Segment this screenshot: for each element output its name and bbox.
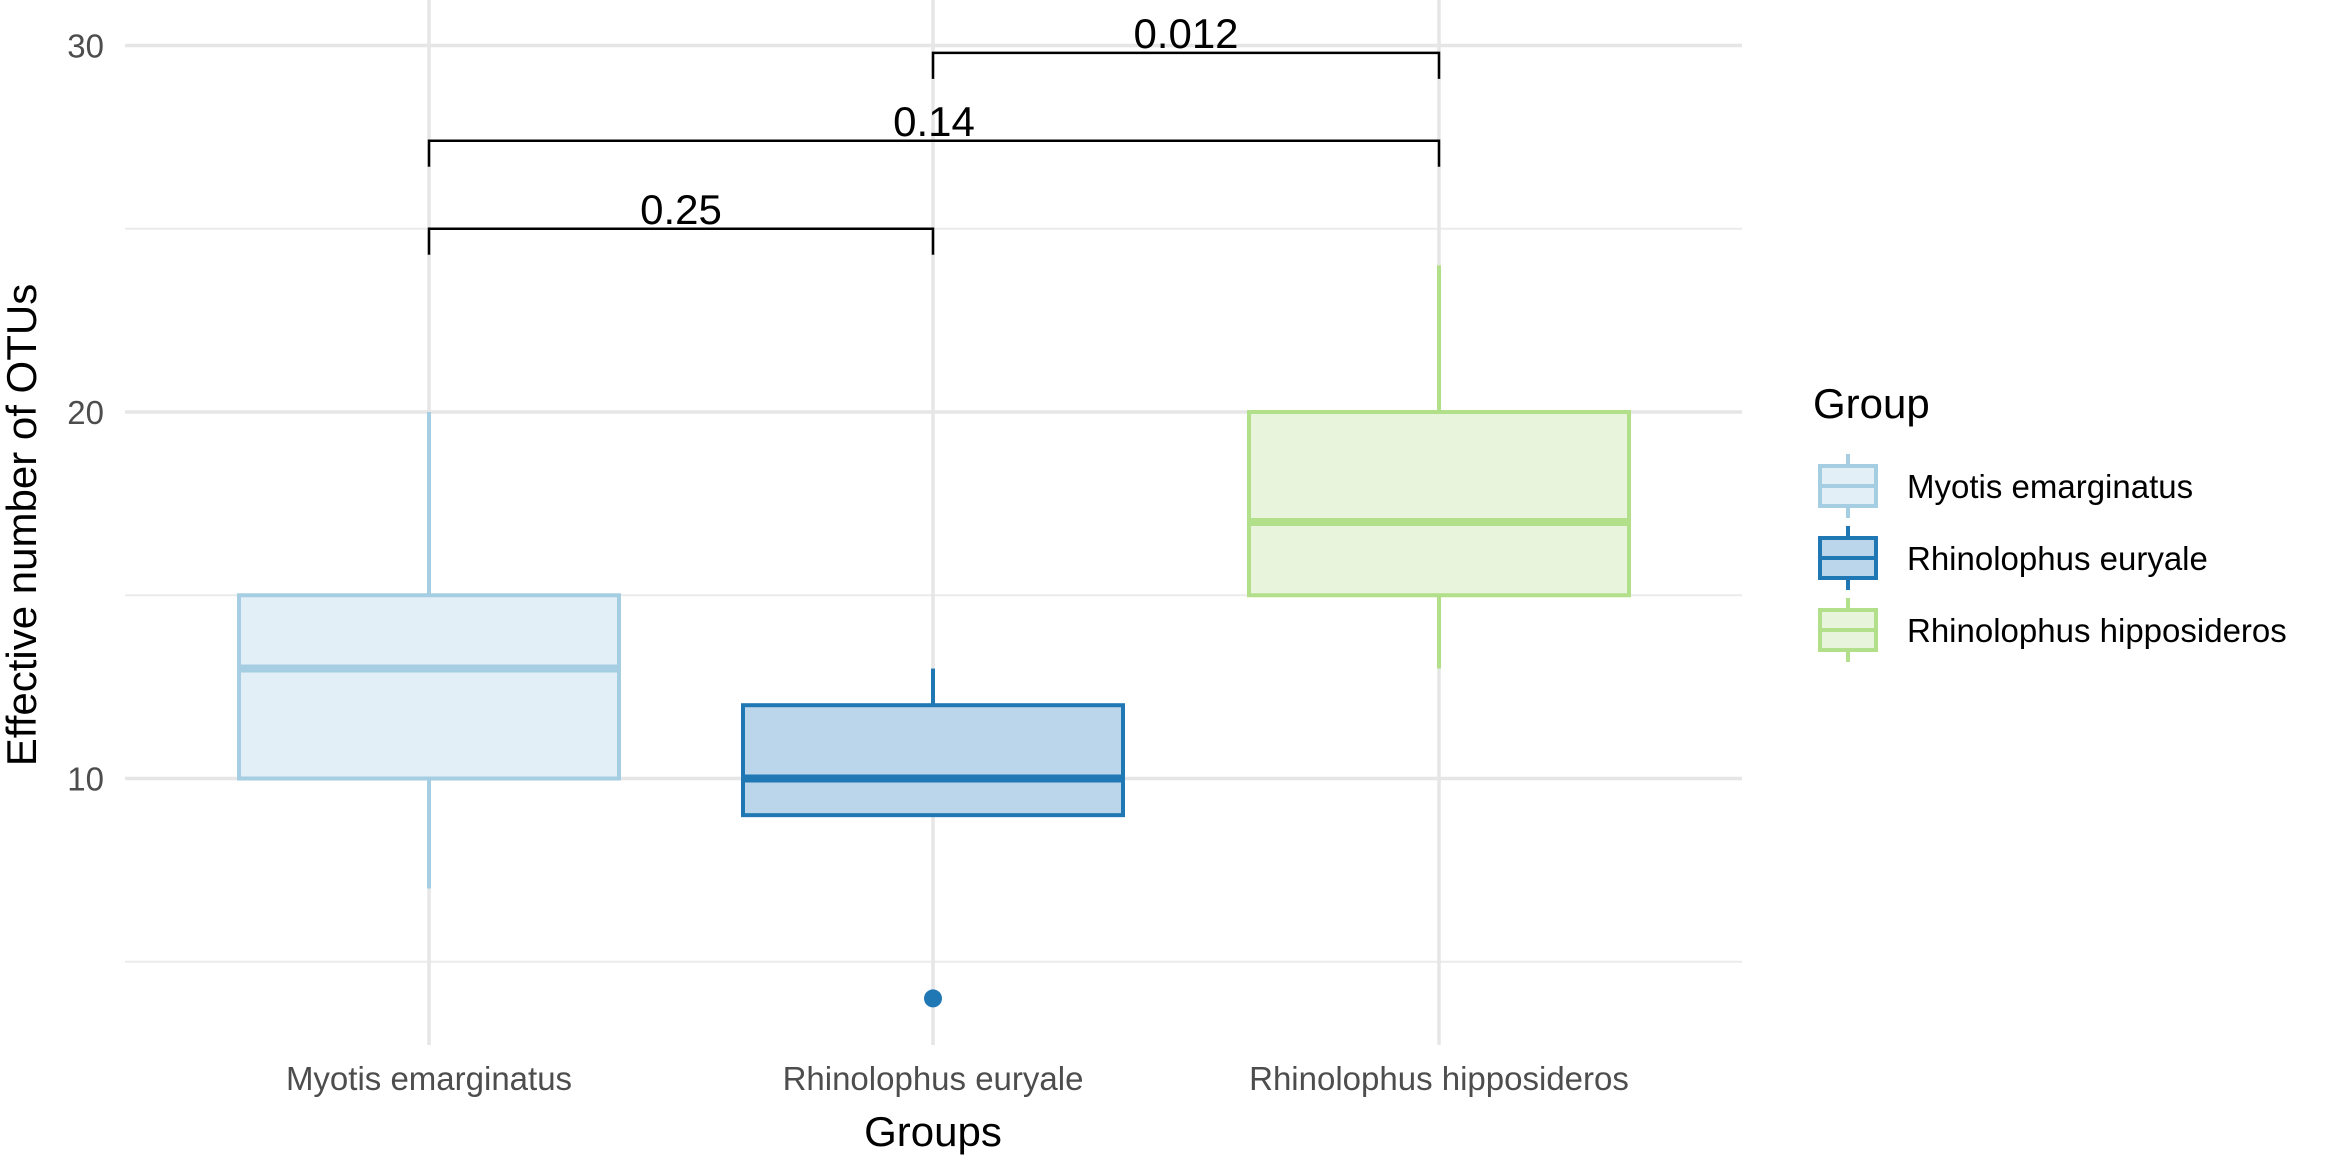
x-axis-title: Groups [864,1108,1002,1155]
bracket-line [427,227,935,255]
outlier-point [924,989,942,1008]
x-tick-label: Rhinolophus hipposideros [1249,1060,1629,1097]
legend-item: Rhinolophus hipposideros [1818,598,2287,662]
bracket-line [931,51,1441,79]
comparison-bracket-layer: 0.25 0.14 0.012 [427,10,1441,255]
legend: Group Myotis emarginatus Rhinolophus eury… [1813,380,2287,662]
y-tick-label: 30 [67,28,104,65]
p-value-label: 0.25 [640,186,722,233]
legend-title: Group [1813,380,1930,427]
comparison-bracket: 0.14 [427,98,1441,167]
box-1 [237,412,621,889]
x-tick-label: Myotis emarginatus [286,1060,572,1097]
legend-item: Rhinolophus euryale [1818,526,2208,590]
axis-layer: Groups Effective number of OTUs 10 20 30 My… [0,28,1629,1156]
x-tick-label: Rhinolophus euryale [783,1060,1084,1097]
iqr-box [237,593,621,781]
comparison-bracket: 0.012 [931,10,1441,79]
legend-label: Myotis emarginatus [1907,468,2193,505]
legend-label: Rhinolophus hipposideros [1907,612,2287,649]
y-tick-label: 20 [67,394,104,431]
legend-label: Rhinolophus euryale [1907,540,2208,577]
p-value-label: 0.14 [893,98,975,145]
iqr-box [741,703,1125,818]
y-tick-label: 10 [67,761,104,798]
legend-item: Myotis emarginatus [1818,454,2193,518]
box-2 [741,668,1125,1008]
box-3 [1247,265,1631,669]
box-layer [237,265,1631,1008]
iqr-box [1247,410,1631,598]
comparison-bracket: 0.25 [427,186,935,255]
bracket-line [427,139,1441,167]
y-axis-title: Effective number of OTUs [0,284,45,766]
p-value-label: 0.012 [1133,10,1238,57]
